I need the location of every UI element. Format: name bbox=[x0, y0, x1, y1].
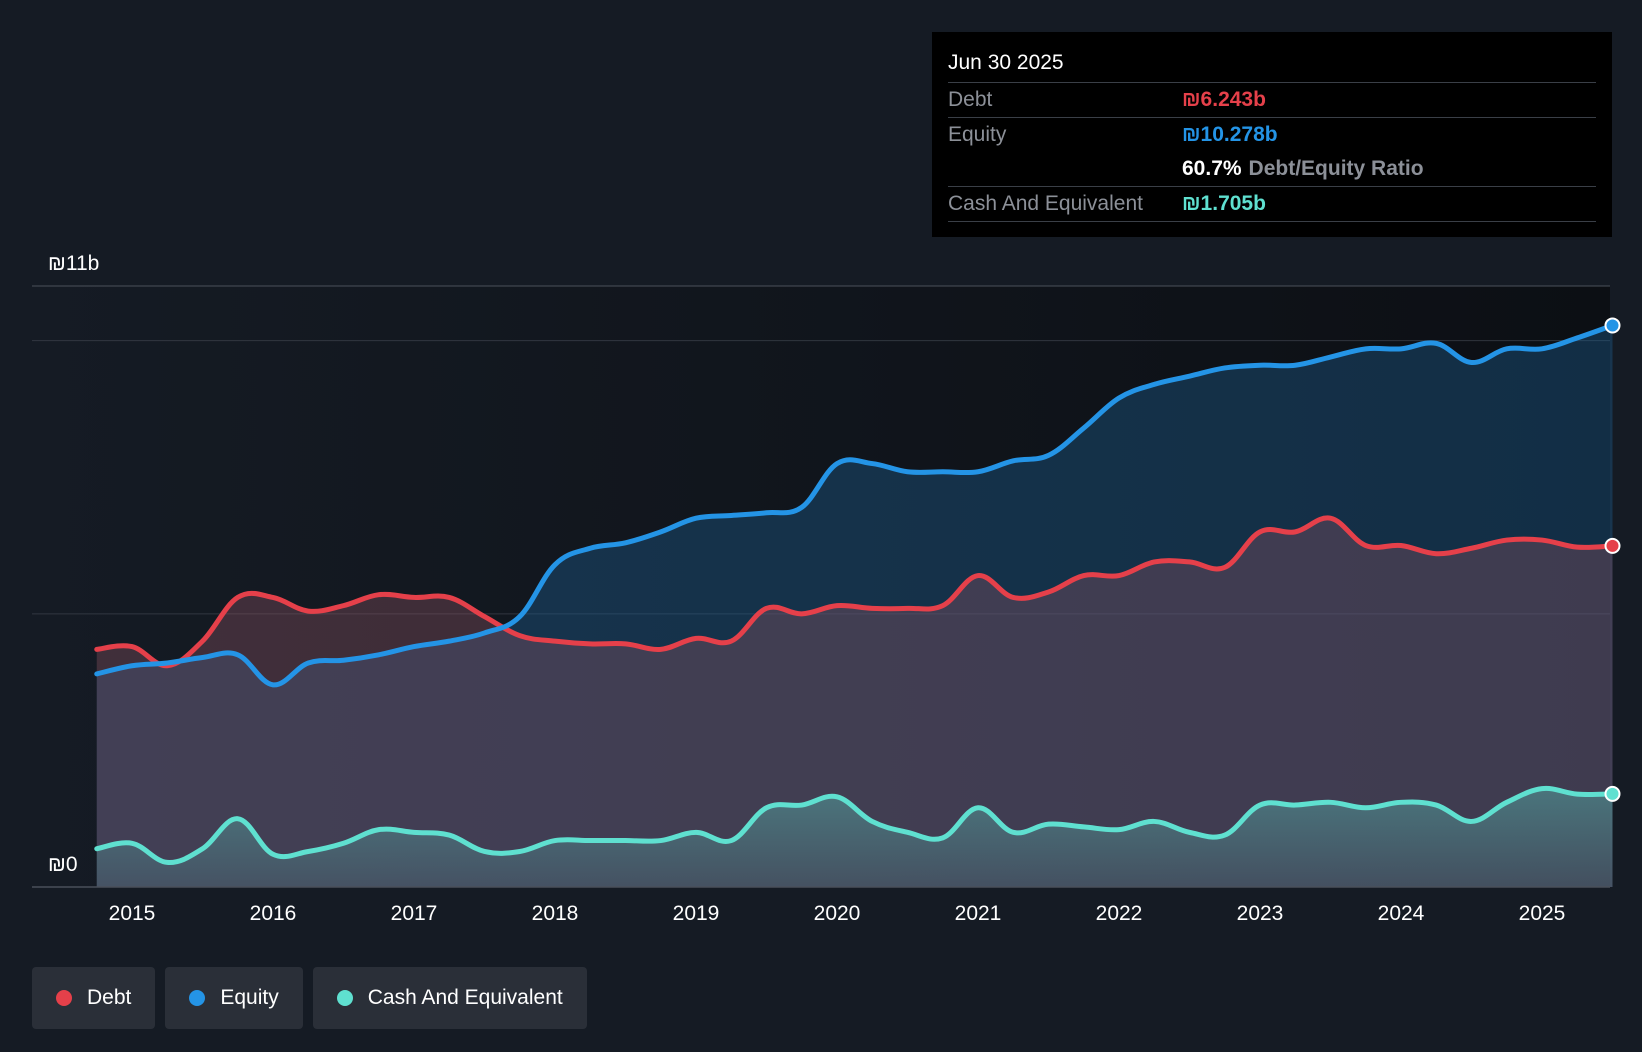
equity-dot-icon bbox=[189, 990, 206, 1006]
x-tick-label: 2021 bbox=[955, 902, 1002, 925]
cash-dot-icon bbox=[336, 990, 353, 1006]
debt-end-point bbox=[1604, 537, 1621, 554]
y-axis-zero-label: ₪0 bbox=[48, 853, 78, 876]
legend-label-debt: Debt bbox=[87, 986, 132, 1009]
x-tick-label: 2022 bbox=[1096, 902, 1143, 925]
tooltip-ratio-label: Debt/Equity Ratio bbox=[1248, 157, 1424, 180]
y-axis-max-label: ₪11b bbox=[48, 252, 99, 275]
tooltip-cash-row: Cash And Equivalent ₪1.705b bbox=[948, 186, 1596, 222]
legend-label-cash: Cash And Equivalent bbox=[367, 986, 563, 1009]
x-tick-label: 2019 bbox=[673, 902, 720, 925]
tooltip-equity-row: Equity ₪10.278b bbox=[948, 117, 1596, 152]
x-tick-label: 2023 bbox=[1237, 902, 1284, 925]
tooltip-cash-label: Cash And Equivalent bbox=[948, 192, 1143, 215]
debt-dot-icon bbox=[56, 990, 72, 1006]
x-tick-label: 2025 bbox=[1519, 902, 1566, 925]
legend-item-cash[interactable]: Cash And Equivalent bbox=[312, 967, 587, 1029]
debt-line bbox=[94, 515, 1615, 669]
x-tick-label: 2024 bbox=[1378, 902, 1425, 925]
cash-line bbox=[94, 785, 1615, 865]
cash-area bbox=[96, 788, 1613, 887]
tooltip-debt-label: Debt bbox=[948, 88, 993, 111]
legend-item-debt[interactable]: Debt bbox=[32, 967, 156, 1029]
tooltip-cash-value: ₪1.705b bbox=[1182, 192, 1266, 215]
legend-label-equity: Equity bbox=[220, 986, 279, 1009]
legend-item-equity[interactable]: Equity bbox=[165, 967, 303, 1029]
tooltip-ratio-value: 60.7% bbox=[1182, 157, 1242, 180]
x-tick-label: 2016 bbox=[250, 902, 297, 925]
debt-area bbox=[96, 517, 1613, 887]
equity-end-point bbox=[1604, 317, 1621, 334]
x-tick-label: 2015 bbox=[109, 902, 156, 925]
x-tick-label: 2018 bbox=[532, 902, 579, 925]
tooltip-ratio-row: 60.7% Debt/Equity Ratio bbox=[948, 152, 1596, 186]
tooltip-debt-value: ₪6.243b bbox=[1182, 88, 1266, 111]
x-tick-label: 2017 bbox=[391, 902, 438, 925]
tooltip-date: Jun 30 2025 bbox=[948, 51, 1064, 74]
tooltip-equity-label: Equity bbox=[948, 123, 1007, 146]
x-tick-label: 2020 bbox=[814, 902, 861, 925]
equity-line bbox=[94, 322, 1615, 688]
plot-background bbox=[32, 286, 1610, 887]
tooltip-equity-value: ₪10.278b bbox=[1182, 123, 1278, 146]
tooltip-debt-row: Debt ₪6.243b bbox=[948, 82, 1596, 117]
cash-end-point bbox=[1604, 785, 1621, 802]
chart-legend: Debt Equity Cash And Equivalent bbox=[32, 967, 587, 1029]
tooltip-panel: Jun 30 2025 Debt ₪6.243b Equity ₪10.278b… bbox=[932, 32, 1612, 237]
